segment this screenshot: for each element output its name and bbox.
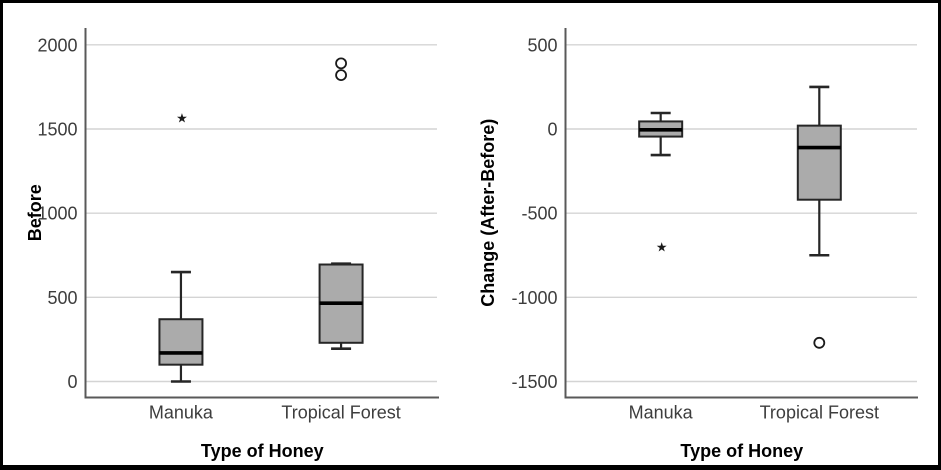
- mild-outlier-circle: [335, 57, 347, 70]
- before-boxplot-chart: 0 500 1000 1500 2000 ★ Manuka Tropical Forest Ty…: [25, 28, 439, 461]
- y-tick-label: 2000: [37, 35, 77, 55]
- mild-outlier-circle: [335, 69, 347, 82]
- y-axis-title: Before: [25, 184, 45, 241]
- box: [158, 318, 204, 366]
- y-axis-title: Change (After-Before): [478, 119, 498, 307]
- y-tick-label: -1500: [511, 372, 557, 392]
- y-tick-label: -500: [521, 204, 557, 224]
- y-tick-label: -1000: [511, 288, 557, 308]
- y-tick-label: 500: [47, 288, 77, 308]
- y-tick-label: 1500: [37, 120, 77, 140]
- x-axis-title: Type of Honey: [201, 441, 324, 461]
- y-tick-label: 500: [527, 35, 557, 55]
- x-axis-title: Type of Honey: [680, 441, 803, 461]
- y-tick-label: 1000: [37, 204, 77, 224]
- y-tick-label: 0: [547, 120, 557, 140]
- box: [796, 124, 842, 201]
- x-tick-label: Manuka: [149, 403, 214, 423]
- change-boxplot-chart: -1500 -1000 -500 0 500 ★ Manuka Tropical Forest…: [478, 28, 918, 461]
- x-tick-label: Manuka: [629, 403, 694, 423]
- y-tick-label: 0: [67, 372, 77, 392]
- x-tick-label: Tropical Forest: [281, 403, 400, 423]
- extreme-outlier-star: ★: [176, 111, 188, 126]
- mild-outlier-circle: [813, 336, 826, 349]
- extreme-outlier-star: ★: [656, 239, 668, 254]
- x-tick-label: Tropical Forest: [760, 403, 879, 423]
